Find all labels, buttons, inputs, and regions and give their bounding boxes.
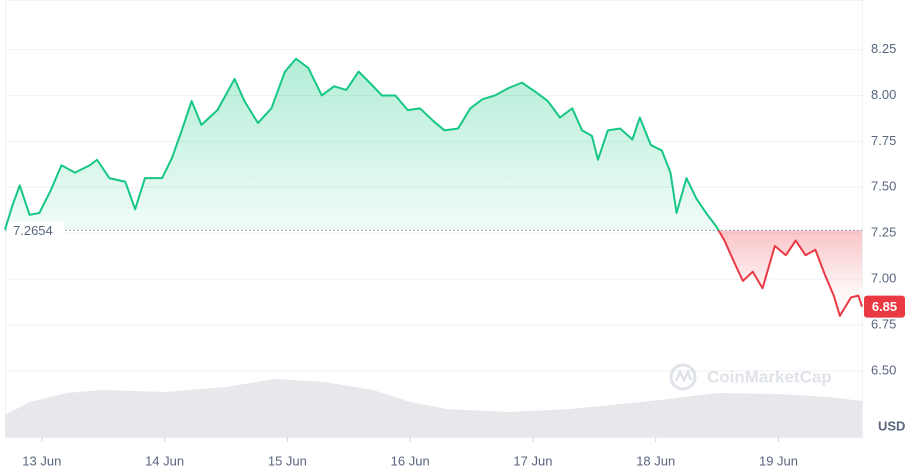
watermark: CoinMarketCap (669, 363, 832, 391)
x-tick-label: 13 Jun (22, 453, 61, 468)
x-tick-label: 16 Jun (391, 453, 430, 468)
plot-frame (5, 0, 863, 438)
y-tick-label: 8.25 (871, 41, 896, 56)
volume-layer (5, 379, 862, 437)
x-tick-label: 19 Jun (759, 453, 798, 468)
y-tick-label: 7.00 (871, 271, 896, 286)
price-line (4, 57, 863, 317)
y-tick-label: 7.50 (871, 179, 896, 194)
plot-layer: 7.2654 6.85 (4, 57, 905, 318)
y-tick-label: 6.50 (871, 362, 896, 377)
volume-area (5, 379, 862, 437)
price-area (5, 58, 862, 316)
watermark-logo (669, 363, 697, 391)
x-tick-label: 15 Jun (268, 453, 307, 468)
baseline-label-bg (8, 221, 64, 240)
baseline-label: 7.2654 (13, 223, 53, 238)
y-tick-label: 7.75 (871, 133, 896, 148)
x-tick-label: 18 Jun (636, 453, 675, 468)
x-tick-label: 17 Jun (513, 453, 552, 468)
last-price-label: 6.85 (872, 299, 897, 314)
y-tick-label: 7.25 (871, 225, 896, 240)
last-price-bg (864, 295, 905, 318)
x-tick-label: 14 Jun (145, 453, 184, 468)
watermark-logo-mark (674, 368, 693, 383)
y-axis-unit: USD (878, 418, 905, 433)
y-tick-label: 8.00 (871, 87, 896, 102)
y-tick-label: 6.75 (871, 316, 896, 331)
watermark-text: CoinMarketCap (707, 367, 832, 386)
